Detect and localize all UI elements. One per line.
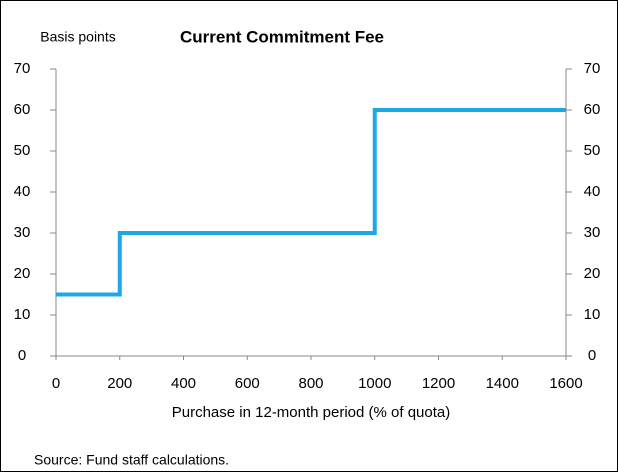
y2-tick-label: 10 (584, 306, 601, 323)
x-tick-label: 1000 (358, 375, 391, 392)
y-tick-label: 0 (18, 347, 26, 364)
y2-tick-label: 50 (584, 142, 601, 159)
y2-tick-label: 30 (584, 224, 601, 241)
chart-title: Current Commitment Fee (180, 27, 384, 46)
y2-tick-label: 70 (584, 60, 601, 77)
y2-tick-label: 20 (584, 265, 601, 282)
y-tick-label: 20 (14, 265, 31, 282)
y2-tick-label: 40 (584, 183, 601, 200)
y-tick-label: 60 (14, 101, 31, 118)
y-axis-label: Basis points (40, 29, 115, 45)
step-line (56, 108, 566, 297)
x-tick-label: 1200 (422, 375, 455, 392)
source-note: Source: Fund staff calculations. (34, 452, 229, 468)
x-axis-label: Purchase in 12-month period (% of quota) (172, 404, 451, 421)
x-tick-label: 800 (298, 375, 323, 392)
y2-tick-label: 60 (584, 101, 601, 118)
y-tick-label: 30 (14, 224, 31, 241)
x-tick-label: 400 (171, 375, 196, 392)
x-tick-label: 1600 (549, 375, 582, 392)
x-tick-label: 200 (107, 375, 132, 392)
y-tick-label: 50 (14, 142, 31, 159)
y-tick-label: 40 (14, 183, 31, 200)
y-tick-label: 10 (14, 306, 31, 323)
x-tick-label: 0 (52, 375, 60, 392)
x-tick-label: 1400 (486, 375, 519, 392)
x-tick-label: 600 (235, 375, 260, 392)
y-tick-label: 70 (14, 60, 31, 77)
y2-tick-label: 0 (588, 347, 596, 364)
